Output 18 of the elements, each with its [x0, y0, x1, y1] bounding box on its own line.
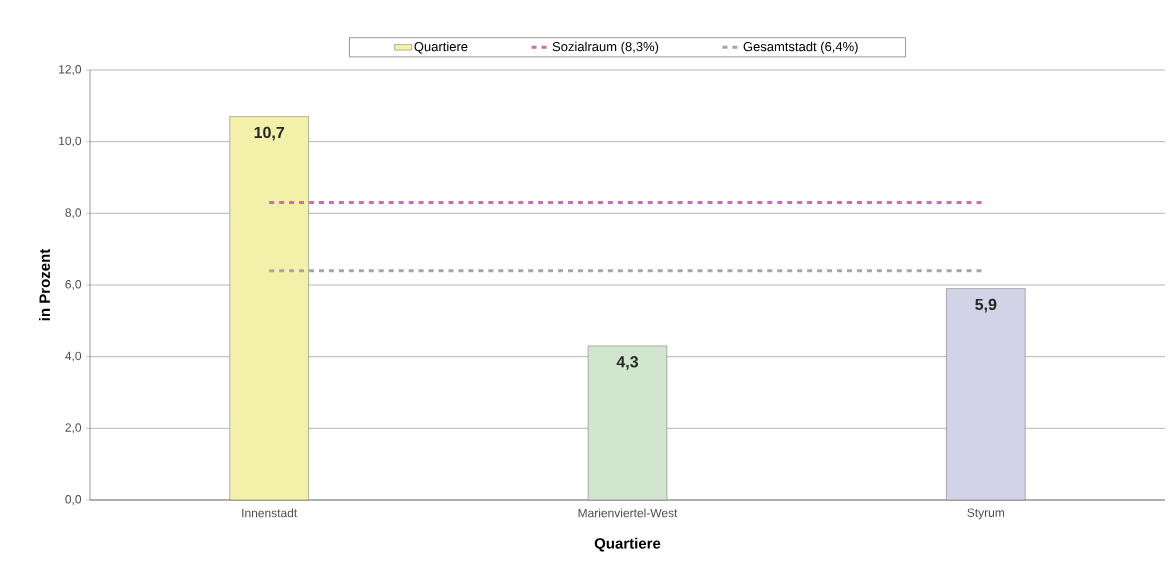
y-tick-label: 10,0: [59, 136, 82, 147]
x-tick-label: Styrum: [967, 508, 1005, 520]
data-label: 5,9: [975, 298, 997, 313]
y-axis-title: in Prozent: [38, 248, 50, 321]
y-tick-label: 6,0: [65, 280, 82, 290]
data-label: 10,7: [254, 126, 285, 141]
legend-label: Quartiere: [414, 41, 468, 54]
y-tick-label: 2,0: [65, 423, 82, 434]
data-label: 4,3: [616, 356, 639, 370]
legend-label: Gesamtstadt (6,4%): [743, 41, 858, 54]
x-tick-label: Innenstadt: [242, 508, 298, 518]
x-axis-title: Quartiere: [594, 537, 661, 552]
x-tick-label: Marienviertel-West: [578, 508, 678, 518]
y-tick-label: 8,0: [65, 208, 82, 219]
y-tick-label: 0,0: [65, 495, 82, 505]
y-tick-label: 4,0: [65, 351, 82, 362]
y-tick-label: 12,0: [59, 65, 82, 75]
legend-label: Sozialraum (8,3%): [552, 41, 659, 54]
